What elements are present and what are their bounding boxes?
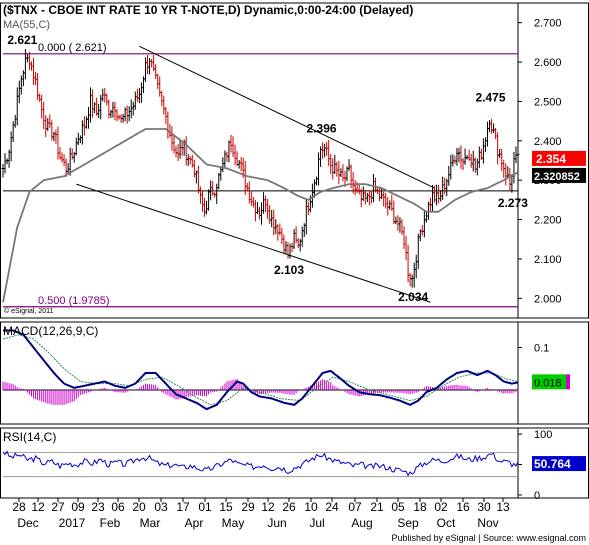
x-tick-label: 18 <box>413 500 427 514</box>
price-tick-label: 2.000 <box>534 293 562 305</box>
price-tick-label: 2.200 <box>534 215 562 227</box>
x-tick-label: 02 <box>434 500 448 514</box>
macd-label: MACD(12,26,9,C) <box>3 324 98 338</box>
x-tick-label: 29 <box>241 500 255 514</box>
ohlc-bar <box>516 148 520 159</box>
copyright-label: © eSignal, 2011 <box>4 307 54 315</box>
macd-histogram-badge <box>566 374 570 390</box>
rsi-label: RSI(14,C) <box>3 430 56 444</box>
last-ma-value: 2.320852 <box>534 171 580 183</box>
price-annotation: 2.103 <box>274 263 304 277</box>
x-axis: 28 12 27 09 23 06 20 03 17 01 15 29 12 26 10 24 07 21 05 18… <box>12 498 510 530</box>
x-tick-label: 06 <box>111 500 125 514</box>
fib-level-label: 0.500 (1.9785) <box>38 295 110 307</box>
price-annotation: 2.396 <box>307 121 337 135</box>
macd-signal-line <box>2 334 519 406</box>
ma-line <box>2 128 519 303</box>
x-tick-label: 23 <box>91 500 105 514</box>
x-tick-label: 30 <box>477 500 491 514</box>
x-month-label: Nov <box>477 516 498 530</box>
x-month-label: Oct <box>437 516 456 530</box>
x-tick-label: 12 <box>31 500 45 514</box>
x-tick-label: 03 <box>154 500 168 514</box>
price-tick-label: 2.700 <box>534 18 562 30</box>
x-tick-label: 07 <box>348 500 362 514</box>
x-month-label: Aug <box>351 516 372 530</box>
chart-title: ($TNX - CBOE INT RATE 10 YR T-NOTE,D) Dy… <box>3 3 413 17</box>
channel-trendline <box>139 45 435 189</box>
footer-text: Published by eSignal | Source: www.esign… <box>392 533 586 543</box>
x-month-label: Dec <box>17 516 38 530</box>
price-annotation: 2.034 <box>398 290 428 304</box>
x-month-label: Jul <box>309 516 324 530</box>
x-month-label: Jun <box>267 516 286 530</box>
rsi-value-badge <box>532 456 586 472</box>
price-panel: 2.7002.6002.5002.4002.3002.2002.1002.000… <box>0 2 589 319</box>
x-tick-label: 27 <box>51 500 65 514</box>
x-month-label: Feb <box>100 516 121 530</box>
rsi-last-value: 50.764 <box>534 457 571 471</box>
x-tick-label: 24 <box>325 500 339 514</box>
fib-level-label: 0.000 ( 2.621) <box>38 42 107 54</box>
price-annotation: 2.273 <box>498 196 528 210</box>
rsi-tick-label: 0 <box>534 490 540 502</box>
x-month-label: Mar <box>140 516 161 530</box>
ma-label: MA(55,C) <box>3 19 50 31</box>
macd-tick-label: 0.1 <box>534 343 549 355</box>
x-tick-label: 16 <box>456 500 470 514</box>
macd-line <box>3 329 519 411</box>
macd-value-badge <box>532 374 566 390</box>
x-tick-label: 21 <box>370 500 384 514</box>
x-tick-label: 20 <box>132 500 146 514</box>
x-tick-label: 12 <box>261 500 275 514</box>
price-tick-label: 2.600 <box>534 57 562 69</box>
rsi-panel: 10050050.764 <box>0 427 589 502</box>
x-tick-label: 26 <box>282 500 296 514</box>
macd-last-value: 0.018 <box>534 377 562 389</box>
x-tick-label: 09 <box>71 500 85 514</box>
x-tick-label: 01 <box>198 500 212 514</box>
last-ma-badge <box>532 167 586 183</box>
channel-trendline <box>76 183 431 303</box>
x-month-label: May <box>222 516 245 530</box>
last-close-badge <box>532 150 586 166</box>
x-tick-label: 10 <box>304 500 318 514</box>
rsi-tick-label: 100 <box>534 429 552 441</box>
price-annotation: 2.621 <box>7 33 37 47</box>
x-month-label: Sep <box>397 516 419 530</box>
x-tick-label: 15 <box>219 500 233 514</box>
x-tick-label: 28 <box>12 500 26 514</box>
price-tick-label: 2.100 <box>534 254 562 266</box>
x-month-label: Apr <box>185 516 204 530</box>
x-tick-label: 17 <box>176 500 190 514</box>
x-tick-label: 13 <box>496 500 510 514</box>
x-tick-label: 05 <box>391 500 405 514</box>
price-annotation: 2.475 <box>476 90 506 104</box>
rsi-line <box>2 450 519 477</box>
last-close-value: 2.354 <box>536 152 566 166</box>
price-tick-label: 2.500 <box>534 96 562 108</box>
price-tick-label: 2.400 <box>534 136 562 148</box>
x-month-label: 2017 <box>59 516 86 530</box>
